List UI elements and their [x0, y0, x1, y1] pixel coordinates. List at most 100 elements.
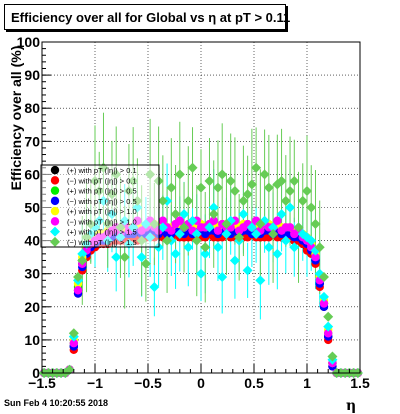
data-point — [273, 216, 282, 225]
data-point — [217, 272, 228, 283]
data-point — [212, 182, 223, 193]
legend-label: (+) with pT (|η|) > 0.5 — [67, 187, 137, 196]
data-point — [318, 291, 329, 302]
data-point — [306, 202, 317, 213]
data-point — [157, 195, 168, 206]
data-point — [136, 252, 147, 263]
data-point — [238, 195, 249, 206]
data-point — [324, 329, 333, 338]
data-point — [217, 169, 228, 180]
legend-box — [40, 164, 160, 248]
data-point — [242, 265, 253, 276]
y-tick-label: 50 — [24, 200, 40, 216]
y-tick-label: 90 — [24, 67, 40, 83]
legend-label: (−) with pT (|η|) > 0.1 — [67, 176, 137, 185]
data-point — [179, 209, 190, 220]
x-tick-label: −1.5 — [28, 375, 56, 391]
data-point — [204, 222, 215, 233]
data-point — [251, 228, 262, 239]
data-point — [310, 219, 321, 230]
data-point — [166, 182, 177, 193]
data-point — [323, 321, 334, 332]
data-point — [229, 255, 240, 266]
data-point — [140, 258, 151, 269]
data-point — [119, 252, 130, 263]
data-point — [263, 182, 274, 193]
y-tick-label: 20 — [24, 299, 40, 315]
tick-labels: −1.5 −1 −0.5 0 0.5 1 1.5 0 10 20 30 40 50 60 70 80 90 100 — [17, 34, 370, 391]
y-tick-label: 100 — [17, 34, 41, 50]
data-point — [221, 219, 232, 230]
data-point — [289, 242, 300, 253]
data-point — [323, 311, 334, 322]
data-point — [297, 195, 308, 206]
data-point — [183, 242, 194, 253]
data-point — [276, 176, 287, 187]
data-point — [221, 228, 232, 239]
data-point — [225, 176, 236, 187]
y-tick-label: 0 — [32, 365, 40, 381]
data-point — [280, 235, 291, 246]
chart-title: Efficiency over all for Global vs η at p… — [11, 9, 291, 25]
data-point — [213, 226, 223, 235]
data-point — [319, 299, 329, 308]
legend-label: (+) with pT (|η|) > 0.1 — [67, 166, 137, 175]
legend-marker — [50, 196, 60, 206]
data-point — [64, 364, 75, 375]
data-point — [246, 179, 257, 190]
data-point — [191, 235, 202, 246]
data-point — [69, 339, 79, 348]
data-point — [157, 222, 168, 233]
data-point — [212, 242, 223, 253]
y-axis-title: Efficiency over all (%) — [8, 45, 24, 191]
legend-label: (+) with pT (|η|) > 1.0 — [67, 207, 137, 216]
data-point — [276, 209, 287, 220]
data-point — [204, 176, 215, 187]
data-point — [306, 235, 317, 246]
data-point — [208, 209, 219, 220]
legend-marker — [50, 165, 60, 175]
legend-label: (−) with pT (|η|) > 1.0 — [67, 217, 137, 226]
data-point — [242, 189, 253, 200]
x-tick-label: 1.5 — [350, 375, 370, 391]
x-axis-title: η — [346, 398, 357, 414]
data-point — [174, 228, 185, 239]
data-point — [196, 182, 206, 193]
data-point — [73, 286, 83, 295]
data-point — [162, 235, 173, 246]
y-tick-label: 10 — [24, 332, 40, 348]
data-point — [191, 228, 202, 239]
legend-marker — [50, 206, 60, 216]
data-point — [268, 228, 279, 239]
y-tick-label: 80 — [24, 100, 40, 116]
data-point — [246, 222, 257, 233]
x-tick-label: 1 — [303, 375, 311, 391]
y-tick-label: 40 — [24, 233, 40, 249]
legend-marker — [50, 186, 60, 195]
data-point — [229, 185, 240, 196]
data-point — [234, 232, 245, 243]
data-point — [259, 169, 270, 180]
x-tick-label: −0.5 — [134, 375, 162, 391]
legend-marker — [50, 176, 60, 185]
data-point — [170, 209, 181, 220]
data-point — [77, 255, 88, 266]
data-point — [200, 242, 211, 253]
legend-marker — [50, 236, 60, 247]
data-point — [238, 209, 249, 220]
data-point — [302, 185, 312, 196]
data-point — [268, 222, 279, 233]
y-tick-label: 60 — [24, 166, 40, 182]
data-point — [285, 202, 296, 213]
data-point — [289, 176, 300, 187]
data-point — [179, 222, 190, 233]
data-point — [111, 252, 122, 263]
data-point — [209, 216, 218, 225]
data-point — [73, 272, 84, 283]
data-point — [327, 351, 338, 362]
legend-label: (−) with pT (|η|) > 1.5 — [67, 238, 137, 247]
legend-label: (−) with pT (|η|) > 0.5 — [67, 197, 137, 206]
data-point — [285, 185, 296, 196]
timestamp-footer: Sun Feb 4 10:20:55 2018 — [4, 398, 109, 408]
